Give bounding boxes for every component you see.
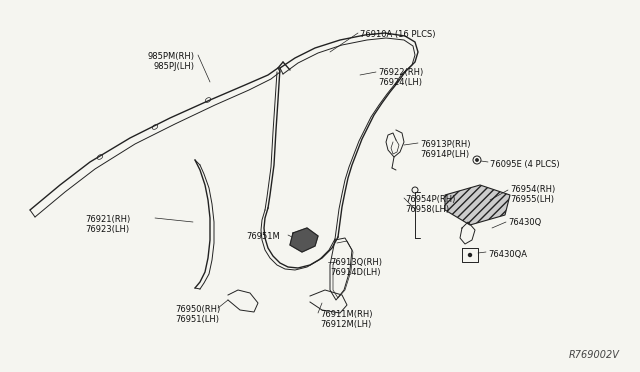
Text: 76911M(RH)
76912M(LH): 76911M(RH) 76912M(LH) [320, 310, 372, 329]
Text: 76922(RH)
76924(LH): 76922(RH) 76924(LH) [378, 68, 423, 87]
Circle shape [468, 253, 472, 257]
Text: 76921(RH)
76923(LH): 76921(RH) 76923(LH) [85, 215, 131, 234]
Text: 76950(RH)
76951(LH): 76950(RH) 76951(LH) [175, 305, 220, 324]
Text: 76951M: 76951M [246, 232, 280, 241]
Text: 76910A (16 PLCS): 76910A (16 PLCS) [360, 30, 435, 39]
Text: 76430Q: 76430Q [508, 218, 541, 227]
Text: 76430QA: 76430QA [488, 250, 527, 259]
Text: 76954P(RH)
76958(LH): 76954P(RH) 76958(LH) [405, 195, 456, 214]
Polygon shape [290, 228, 318, 252]
Text: R769002V: R769002V [569, 350, 620, 360]
Text: 76095E (4 PLCS): 76095E (4 PLCS) [490, 160, 559, 169]
Text: 76913Q(RH)
76914D(LH): 76913Q(RH) 76914D(LH) [330, 258, 382, 278]
Text: 76954(RH)
76955(LH): 76954(RH) 76955(LH) [510, 185, 556, 204]
Circle shape [476, 159, 478, 161]
Text: 76913P(RH)
76914P(LH): 76913P(RH) 76914P(LH) [420, 140, 470, 159]
Text: 985PM(RH)
985PJ(LH): 985PM(RH) 985PJ(LH) [148, 52, 195, 71]
Polygon shape [445, 185, 510, 225]
